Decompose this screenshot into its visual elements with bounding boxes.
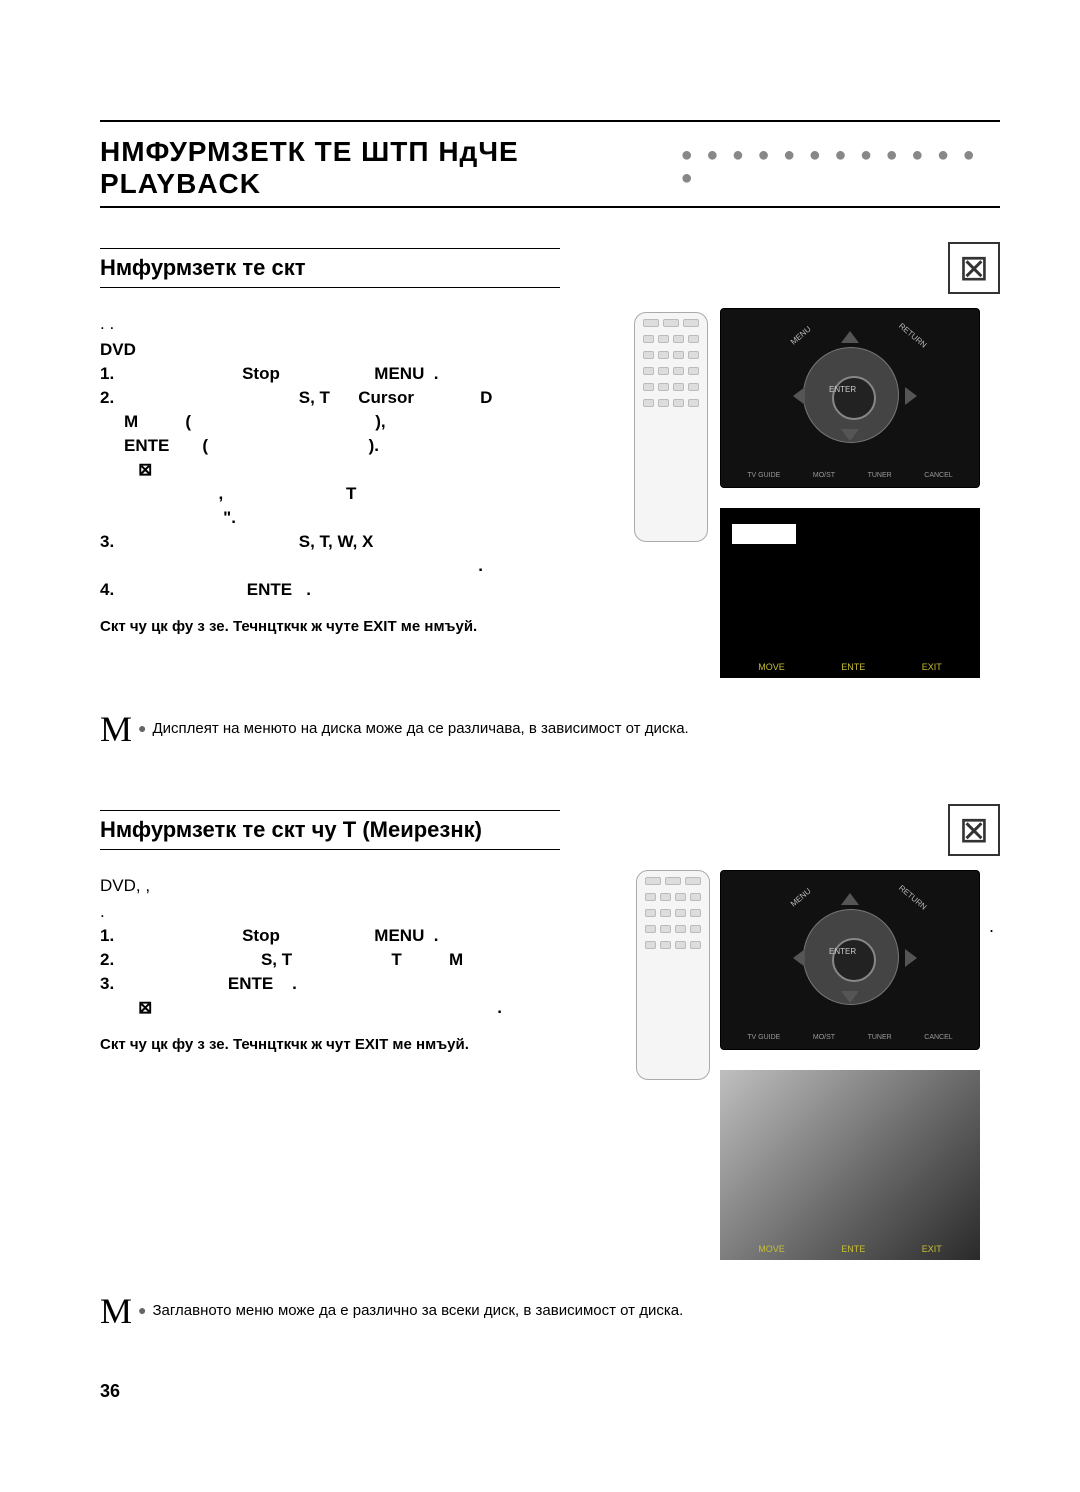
enter-label: ENTER <box>829 385 856 394</box>
step-row: ⊠ . <box>100 998 560 1018</box>
step-row: ⊠ <box>100 460 560 480</box>
return-corner-label: RETURN <box>897 883 928 911</box>
step-number: 3. <box>100 532 124 552</box>
page-number: 36 <box>100 1381 120 1402</box>
step-number: 4. <box>100 580 124 600</box>
exit-line2: Скт чу цк фу з зе. Течнцткчк ж чут EXIT … <box>100 1034 560 1055</box>
menu-bl-0: MOVE <box>758 662 785 672</box>
control-panel-icon: MENU RETURN ENTER TV GUIDE MO/ST TUNER C… <box>720 870 980 1050</box>
menu-bl-1: ENTE <box>841 1244 865 1254</box>
step-number: 1. <box>100 364 124 384</box>
step-row: 3. S, T, W, X <box>100 532 560 552</box>
note-m-icon: M <box>100 1290 128 1332</box>
step-number <box>100 556 124 576</box>
bullet-icon: ● <box>138 708 146 736</box>
step-body: ⊠ <box>124 460 152 480</box>
dot-row: ● ● ● ● ● ● ● ● ● ● ● ● ● <box>681 144 1000 190</box>
step-body: ". <box>124 508 236 528</box>
remote-control-icon <box>636 870 710 1080</box>
menu-bl-1: ENTE <box>841 662 865 672</box>
remote-control-icon <box>634 312 708 542</box>
step-body: S, T T M <box>124 950 463 970</box>
panel-bl-3: CANCEL <box>924 472 952 479</box>
section1-title: Нмфурмзетк те скт <box>100 255 840 281</box>
intro-line: . . <box>100 314 560 334</box>
section2-text: DVD, , . 1. <box>100 870 560 1260</box>
note-m-icon: M <box>100 708 128 750</box>
step-number <box>100 460 124 480</box>
section-disc-menu: Нмфурмзетк те скт ⊠ . . DVD 1. Stop MENU… <box>100 248 1000 750</box>
step-body: ⊠ . <box>124 998 502 1018</box>
badge-icon: ⊠ <box>948 242 1000 294</box>
menu-corner-label: MENU <box>789 324 813 346</box>
step-number <box>100 436 124 456</box>
section2-note: Заглавното меню може да е различно за вс… <box>152 1290 683 1319</box>
step-body: Stop MENU . <box>124 364 439 384</box>
step-number: 2. <box>100 388 124 408</box>
step-number <box>100 412 124 432</box>
menu-corner-label: MENU <box>789 886 813 908</box>
step-row: 2. S, T T M <box>100 950 560 970</box>
step-body: . <box>124 556 483 576</box>
panel-bl-2: TUNER <box>868 1034 892 1041</box>
panel-bl-2: TUNER <box>868 472 892 479</box>
bullet-icon: ● <box>138 1290 146 1318</box>
step-row: ENTE ( ). <box>100 436 560 456</box>
step-number <box>100 484 124 504</box>
step-row: 3. ENTE . <box>100 974 560 994</box>
step-row: 2. S, T Cursor D <box>100 388 560 408</box>
section-title-menu: Нмфурмзетк те скт чу T (Меирезнк) ⊠ DVD,… <box>100 810 1000 1332</box>
return-corner-label: RETURN <box>897 321 928 349</box>
step-number <box>100 508 124 528</box>
main-title: НМФУРМЗЕТК ТЕ ШТП НдЧЕ PLAYBACK <box>100 136 681 200</box>
step-body: ENTE . <box>124 580 311 600</box>
menu-screen-icon: MOVE ENTE EXIT <box>720 508 980 678</box>
step-body: ENTE . <box>124 974 297 994</box>
intro-dvd: DVD <box>100 340 560 360</box>
panel-bl-1: MO/ST <box>813 1034 835 1041</box>
step-body: S, T, W, X <box>124 532 373 552</box>
step-row: ". <box>100 508 560 528</box>
step-row: 1. Stop MENU . <box>100 926 560 946</box>
step-body: M ( ), <box>124 412 386 432</box>
section1-text: . . DVD 1. Stop MENU .2. S, T Cursor DM … <box>100 308 560 678</box>
step-number: 1. <box>100 926 124 946</box>
step-body: ENTE ( ). <box>124 436 379 456</box>
step-body: Stop MENU . <box>124 926 439 946</box>
step-body: , T <box>124 484 356 504</box>
step-number <box>100 998 124 1018</box>
panel-bl-0: TV GUIDE <box>747 1034 780 1041</box>
title-screen-icon: MOVE ENTE EXIT <box>720 1070 980 1260</box>
menu-bl-0: MOVE <box>758 1244 785 1254</box>
panel-bl-1: MO/ST <box>813 472 835 479</box>
step-row: M ( ), <box>100 412 560 432</box>
enter-label: ENTER <box>829 947 856 956</box>
panel-bl-0: TV GUIDE <box>747 472 780 479</box>
step-body: S, T Cursor D <box>124 388 492 408</box>
step-number: 3. <box>100 974 124 994</box>
step-row: , T <box>100 484 560 504</box>
step-row: 1. Stop MENU . <box>100 364 560 384</box>
step-row: . <box>100 556 560 576</box>
menu-bl-2: EXIT <box>922 662 942 672</box>
section2-title: Нмфурмзетк те скт чу T (Меирезнк) <box>100 817 840 843</box>
intro2-line1: DVD, , <box>100 876 560 896</box>
badge-icon: ⊠ <box>948 804 1000 856</box>
step-row: 4. ENTE . <box>100 580 560 600</box>
floating-dot: . <box>989 916 994 937</box>
section1-note: Дисплеят на менюто на диска може да се р… <box>152 708 688 737</box>
exit-line: Скт чу цк фу з зе. Течнцткчк ж чуте EXIT… <box>100 616 560 637</box>
control-panel-icon: MENU RETURN ENTER TV GUIDE MO/ST TUNER C… <box>720 308 980 488</box>
panel-bl-3: CANCEL <box>924 1034 952 1041</box>
step-number: 2. <box>100 950 124 970</box>
menu-bl-2: EXIT <box>922 1244 942 1254</box>
intro2-line2: . <box>100 902 560 922</box>
